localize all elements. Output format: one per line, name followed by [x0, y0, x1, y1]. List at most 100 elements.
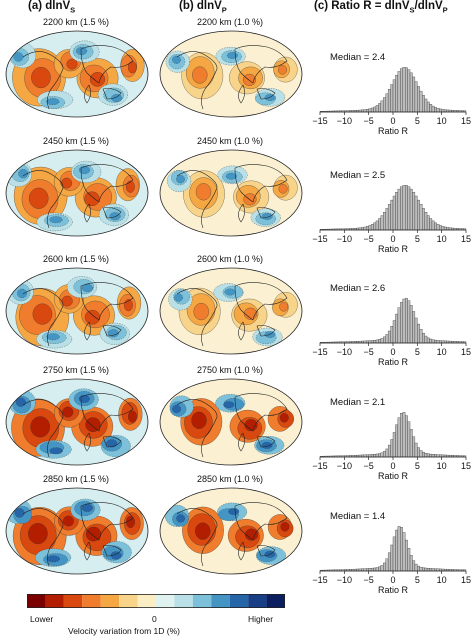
x-tick-label: −15 — [312, 461, 327, 471]
histogram-bar — [409, 555, 413, 572]
column-title-b-sub: P — [221, 5, 227, 15]
x-tick-label: −5 — [364, 234, 374, 244]
coastline — [22, 164, 134, 229]
anomaly-contour — [172, 55, 181, 64]
column-title-c-sub2: P — [442, 5, 448, 15]
coastline — [176, 45, 288, 110]
histogram-bar — [414, 563, 418, 572]
anomaly-contour — [176, 514, 186, 523]
anomaly-contour — [89, 72, 106, 87]
histogram-bar — [378, 218, 382, 231]
histogram-bar — [387, 444, 391, 458]
histogram-bar — [383, 451, 386, 458]
histogram-bar — [412, 436, 416, 458]
x-tick-label: 10 — [437, 116, 447, 126]
anomaly-contour — [110, 551, 122, 560]
histogram-bar — [380, 100, 384, 113]
coastline — [176, 502, 288, 567]
x-tick-label: 0 — [390, 234, 395, 244]
histogram-bar — [419, 90, 423, 113]
x-tick-label: 5 — [415, 575, 420, 585]
histogram-bar — [392, 195, 396, 231]
histogram-bar — [397, 307, 401, 344]
coastline — [22, 393, 134, 458]
p-map-label-2750: 2750 km (1.0 %) — [196, 365, 264, 375]
column-title-a-sub: S — [70, 5, 76, 15]
anomaly-contour — [46, 98, 60, 106]
histogram-bar — [375, 220, 379, 231]
histogram-bar — [402, 412, 406, 458]
histogram-bar — [385, 558, 389, 572]
histogram-bar — [366, 454, 369, 458]
histogram-bar — [414, 81, 418, 113]
anomaly-contour — [30, 416, 50, 438]
histogram-bar — [390, 199, 394, 231]
map-border — [159, 149, 303, 237]
x-tick-label: −5 — [364, 116, 374, 126]
x-tick-label: 10 — [437, 461, 447, 471]
histogram-bar — [375, 453, 379, 458]
s-map-label-2200: 2200 km (1.5 %) — [42, 17, 110, 27]
histogram-bar — [422, 452, 425, 458]
anomaly-contour — [13, 52, 24, 62]
colorbar-swatch — [174, 594, 193, 608]
anomaly-contour — [278, 184, 288, 194]
histogram-bar — [402, 185, 406, 231]
histogram-bar — [390, 544, 394, 572]
anomaly-contour — [15, 397, 26, 407]
histogram-bar — [434, 454, 437, 458]
histogram-bar — [434, 339, 437, 344]
anomaly-contour — [106, 439, 118, 448]
histogram-bar — [383, 97, 386, 113]
coastline — [22, 502, 134, 567]
histogram-bar — [414, 442, 418, 458]
anomaly-contour — [107, 329, 119, 338]
histogram-bar — [407, 69, 411, 113]
x-tick-label: −15 — [312, 234, 327, 244]
x-tick-label: 10 — [437, 347, 447, 357]
anomaly-contour — [280, 522, 290, 532]
anomaly-contour — [128, 410, 137, 423]
x-tick-label: 10 — [437, 575, 447, 585]
p-map-label-2450: 2450 km (1.0 %) — [196, 136, 264, 146]
anomaly-contour — [49, 447, 63, 455]
p-wave-map-2200 — [159, 30, 303, 118]
histogram-bar — [424, 567, 428, 572]
histogram-bar — [390, 84, 394, 113]
histogram-bar — [366, 568, 369, 572]
histogram-bar — [392, 536, 396, 572]
column-title-b-text: (b) dlnV — [179, 0, 222, 12]
histogram-bar — [368, 454, 372, 458]
colorbar-swatch — [100, 594, 120, 608]
histogram-bar — [380, 565, 384, 572]
anomaly-contour — [191, 411, 207, 429]
histogram-bar — [417, 199, 420, 231]
histogram-bar — [404, 67, 408, 113]
coastline — [22, 45, 134, 110]
histogram-bar — [417, 447, 420, 458]
histogram-bar — [378, 566, 382, 572]
histogram-bar — [422, 95, 425, 113]
x-tick-label: 5 — [415, 234, 420, 244]
anomaly-contour — [244, 528, 259, 541]
histogram-bar — [366, 109, 369, 113]
anomaly-contour — [78, 165, 90, 175]
histogram-bar — [390, 326, 394, 344]
histogram-bar — [436, 454, 440, 458]
anomaly-contour — [225, 172, 237, 180]
histogram-bar — [373, 340, 377, 344]
histogram-bar — [370, 224, 374, 231]
anomaly-contour — [244, 419, 258, 432]
x-tick-label: −15 — [312, 116, 327, 126]
x-axis-label: Ratio R — [378, 244, 409, 252]
histogram-bar — [400, 413, 403, 458]
anomaly-contour — [278, 65, 287, 75]
median-label-2850: Median = 1.4 — [330, 511, 386, 522]
histogram-bar — [373, 567, 377, 572]
histogram-bar — [397, 417, 401, 458]
colorbar-border — [27, 594, 285, 608]
s-wave-map-2200 — [5, 30, 149, 118]
colorbar-swatch — [63, 594, 83, 608]
colorbar-swatch — [266, 594, 285, 608]
histogram-bar — [407, 300, 411, 344]
